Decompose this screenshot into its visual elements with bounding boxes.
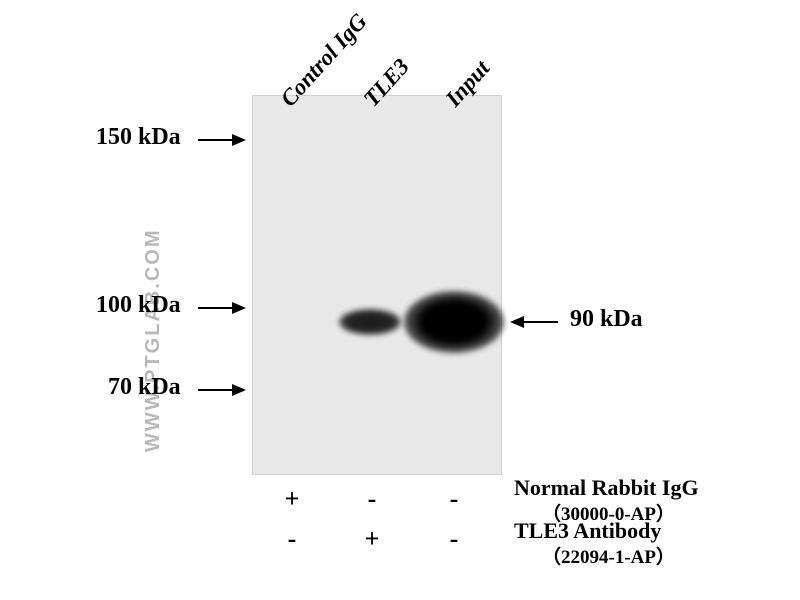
pm-r1-c0: - (277, 524, 307, 554)
mw-marker-arrow-2 (198, 389, 244, 391)
pm-r1-c2: - (439, 524, 469, 554)
band-tle3 (339, 309, 401, 335)
mw-marker-arrow-0 (198, 139, 244, 141)
pm-r1-c1: + (357, 524, 387, 554)
observed-arrow (512, 321, 558, 323)
pm-r0-c2: - (439, 484, 469, 514)
mw-marker-label-2: 70 kDa (108, 374, 181, 401)
reagent-main-0: Normal Rabbit IgG (514, 475, 699, 501)
watermark: WWW.PTGLAB.COM (142, 228, 165, 452)
pm-r0-c0: + (277, 484, 307, 514)
mw-marker-label-0: 150 kDa (96, 124, 181, 151)
blot-area (252, 95, 502, 475)
reagent-main-1: TLE3 Antibody (514, 518, 661, 544)
mw-marker-arrow-1 (198, 307, 244, 309)
pm-r0-c1: - (357, 484, 387, 514)
reagent-sub-1: （22094-1-AP） (542, 542, 675, 569)
observed-text: 90 kDa (570, 306, 643, 333)
mw-marker-label-1: 100 kDa (96, 292, 181, 319)
band-input (404, 291, 504, 353)
figure-root: WWW.PTGLAB.COM Control IgGTLE3Input 150 … (0, 0, 800, 600)
